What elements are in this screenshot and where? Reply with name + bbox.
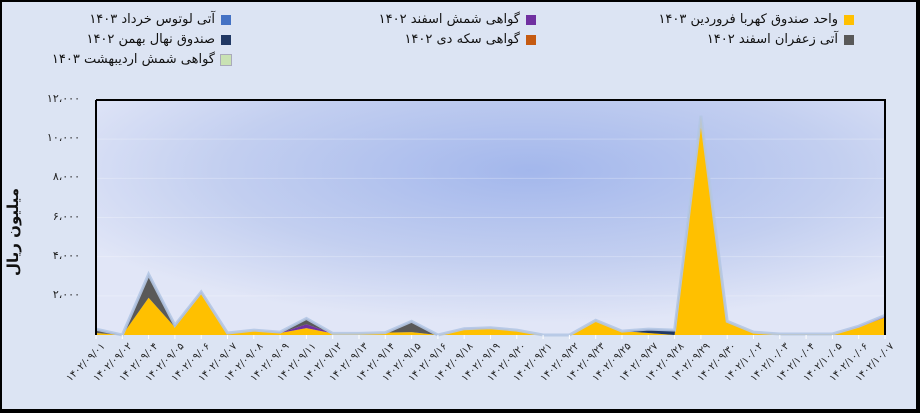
y-tick-label: ۲،۰۰۰ — [52, 287, 80, 301]
y-tick-label: ۶،۰۰۰ — [52, 209, 80, 223]
legend-swatch-sekke — [526, 34, 536, 45]
y-tick-label: ۱۲،۰۰۰ — [46, 92, 80, 105]
area-outline — [95, 115, 886, 337]
legend-label: گواهی شمش اردیبهشت ۱۴۰۳ — [51, 52, 215, 67]
legend-swatch-kahroba — [844, 14, 854, 25]
plot-background — [96, 100, 885, 335]
legend-item-shemsh-esfand: گواهی شمش اسفند ۱۴۰۲ — [379, 12, 536, 27]
legend-swatch-shemsh-esfand — [526, 14, 536, 25]
legend-label: گواهی سکه دی ۱۴۰۲ — [404, 32, 520, 47]
legend-swatch-zafaran — [844, 34, 854, 45]
y-tick-label: ۱۰،۰۰۰ — [46, 131, 80, 145]
legend-item-shemsh-ordibehesht: گواهی شمش اردیبهشت ۱۴۰۳ — [51, 52, 232, 67]
legend-item-lotus: آتی لوتوس خرداد ۱۴۰۳ — [89, 12, 231, 27]
plot-border — [96, 99, 886, 335]
legend-item-zafaran: آتی زعفران اسفند ۱۴۰۲ — [707, 32, 854, 47]
x-tick-marks — [95, 335, 886, 339]
legend-label: گواهی شمش اسفند ۱۴۰۲ — [378, 12, 520, 27]
legend-swatch-nahal — [221, 34, 231, 45]
legend-item-nahal: صندوق نهال بهمن ۱۴۰۲ — [86, 32, 231, 47]
area-series — [96, 115, 885, 335]
y-tick-label: ۸،۰۰۰ — [52, 170, 80, 184]
legend-swatch-shemsh-ordibehesht — [220, 53, 232, 66]
area-series-path — [96, 115, 885, 335]
legend-item-kahroba: واحد صندوق کهربا فروردین ۱۴۰۳ — [658, 12, 854, 27]
legend-label: آتی زعفران اسفند ۱۴۰۲ — [706, 32, 838, 47]
legend-label: آتی لوتوس خرداد ۱۴۰۳ — [89, 12, 215, 27]
legend: واحد صندوق کهربا فروردین ۱۴۰۳ گواهی شمش … — [2, 2, 916, 82]
legend-item-sekke: گواهی سکه دی ۱۴۰۲ — [404, 32, 536, 47]
y-tick-label: ۴،۰۰۰ — [52, 248, 80, 262]
legend-swatch-lotus — [221, 14, 231, 25]
legend-label: صندوق نهال بهمن ۱۴۰۲ — [86, 32, 215, 47]
legend-label: واحد صندوق کهربا فروردین ۱۴۰۳ — [658, 12, 838, 27]
